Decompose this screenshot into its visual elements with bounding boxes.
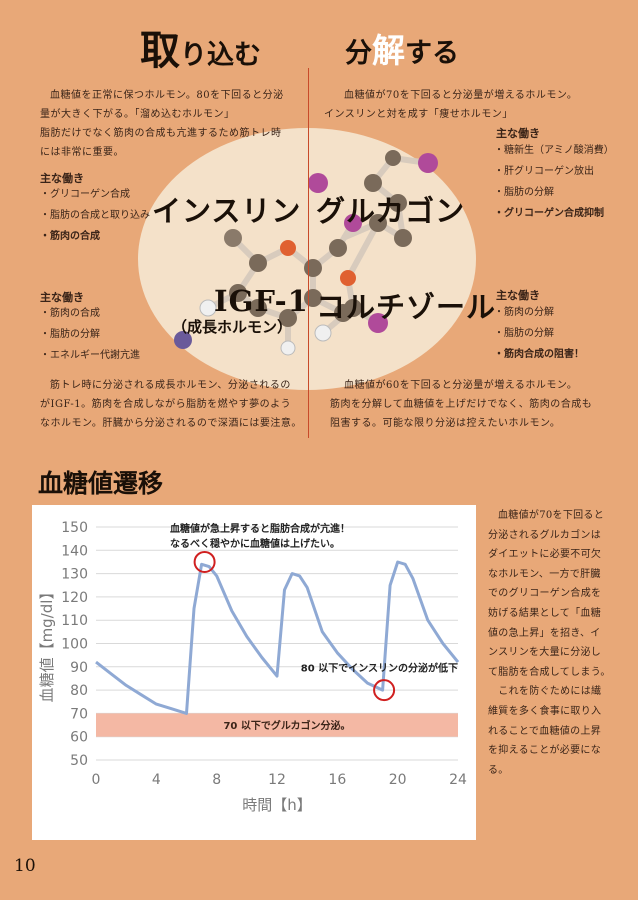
cortisol-functions-list: ・筋肉の分解 ・脂肪の分解 ・筋肉合成の阻害！ (494, 302, 584, 365)
x-tick-label: 0 (92, 772, 101, 788)
cortisol-desc-line: 血糖値が60を下回ると分泌量が増えるホルモン。 (344, 380, 578, 391)
annotation-spike-line2: なるべく穏やかに血糖値は上げたい。 (170, 537, 340, 550)
insulin-drop-highlight-circle (373, 679, 396, 702)
right-title: 分 解 する (345, 24, 459, 72)
side-line: 血糖値が70を下回ると (498, 510, 605, 521)
y-axis-label: 血糖値【mg/dl】 (38, 585, 56, 703)
y-tick-label: 60 (70, 730, 88, 746)
y-tick-label: 90 (70, 660, 88, 676)
right-desc-line: インスリンと対を成す「痩せホルモン」 (324, 109, 513, 120)
list-item: ・糖新生（アミノ酸消費） (494, 145, 614, 156)
glucose-chart: 50 60 70 80 90 100 110 120 130 140 150 0 4 8 12 16 20 24 7… (32, 505, 476, 840)
annotation-insulin-drop: 80 以下でインスリンの分泌が低下 (301, 661, 458, 674)
glucagon-threshold-band (96, 713, 458, 737)
y-tick-label: 150 (61, 520, 88, 536)
list-item: ・肝グリコーゲン放出 (494, 166, 594, 177)
side-line: を抑えることが必要にな (488, 745, 601, 757)
y-tick-label: 120 (61, 590, 88, 606)
band-label: 70 以下でグルカゴン分泌。 (223, 719, 350, 732)
x-tick-label: 24 (449, 772, 467, 788)
list-item: ・脂肪の分解 (494, 328, 554, 339)
right-desc-line: 血糖値が70を下回ると分泌量が増えるホルモン。 (344, 90, 578, 101)
spike-highlight-circle (193, 550, 216, 573)
left-desc-line: 量が大きく下がる。「溜め込むホルモン」 (40, 109, 235, 120)
cortisol-functions-heading: 主な働き (496, 289, 540, 302)
x-axis-label: 時間【h】 (242, 796, 312, 814)
insulin-functions-heading: 主な働き (40, 172, 84, 185)
igf-desc-line: なホルモン。肝臓から分泌されるので深酒には要注意。 (40, 418, 302, 429)
side-line: でのグリコーゲン合成を (488, 588, 602, 600)
insulin-label: インスリン (152, 194, 302, 228)
right-description: 血糖値が70を下回ると分泌量が増えるホルモン。 インスリンと対を成す「痩せホルモ… (324, 86, 624, 124)
list-item: ・筋肉の合成 (40, 308, 100, 319)
left-desc-line: には非常に重要。 (40, 147, 124, 158)
left-title-rest: り込む (180, 40, 261, 71)
list-item: ・グリコーゲン合成 (40, 189, 130, 200)
x-tick-label: 20 (389, 772, 407, 788)
side-line: ダイエットに必要不可欠 (488, 549, 602, 561)
side-line: 妨げる結果として「血糖 (488, 607, 601, 619)
side-line: 維質を多く食事に取り入 (488, 705, 602, 717)
igf-desc-line: 筋トレ時に分泌される成長ホルモン、分泌されるの (50, 380, 291, 391)
glucose-chart-svg: 50 60 70 80 90 100 110 120 130 140 150 0 4 8 12 16 20 24 7… (38, 520, 467, 814)
center-divider (308, 68, 309, 438)
left-description: 血糖値を正常に保つホルモン。80を下回ると分泌 量が大きく下がる。「溜め込むホル… (40, 86, 310, 162)
left-title-big: 取 (140, 28, 180, 74)
section-title: 血糖値遷移 (38, 469, 164, 498)
side-line: て脂肪を合成してしまう。 (488, 666, 611, 678)
y-tick-label: 70 (70, 706, 88, 722)
side-line: ンスリンを大量に分泌し (488, 647, 602, 659)
list-item: ・脂肪の合成と取り込み (40, 210, 150, 221)
igf-functions-heading: 主な働き (40, 291, 84, 304)
list-item: ・筋肉合成の阻害！ (494, 349, 584, 360)
list-item: ・筋肉の合成 (40, 231, 100, 242)
glucagon-functions-list: ・糖新生（アミノ酸消費） ・肝グリコーゲン放出 ・脂肪の分解 ・グリコーゲン合成… (494, 140, 614, 224)
igf-functions-list: ・筋肉の合成 ・脂肪の分解 ・エネルギー代謝亢進 (40, 303, 140, 366)
list-item: ・脂肪の分解 (494, 187, 554, 198)
glucagon-functions-heading: 主な働き (496, 127, 540, 140)
y-tick-label: 100 (61, 637, 88, 653)
side-line: 値の急上昇」を招き、イ (488, 627, 601, 639)
side-description: 血糖値が70を下回ると 分泌されるグルカゴンは ダイエットに必要不可欠 なホルモ… (488, 506, 626, 780)
igf-desc-line: がIGF-1。筋肉を合成しながら脂肪を燃やす夢のよう (40, 399, 292, 410)
page-number: 10 (14, 856, 36, 876)
left-title: 取 り込む (140, 18, 261, 76)
y-tick-label: 130 (61, 567, 88, 583)
x-tick-label: 4 (152, 772, 161, 788)
x-tick-label: 16 (328, 772, 346, 788)
molecule-circle (138, 128, 476, 390)
glucagon-label: グルカゴン (316, 194, 466, 228)
side-line: れることで血糖値の上昇 (488, 725, 601, 737)
list-item: ・脂肪の分解 (40, 329, 100, 340)
side-line: なホルモン、一方で肝臓 (488, 568, 601, 580)
annotation-spike-line1: 血糖値が急上昇すると脂肪合成が亢進！ (170, 522, 350, 535)
x-tick-label: 8 (212, 772, 221, 788)
igf-sublabel: （成長ホルモン） (172, 318, 293, 336)
insulin-functions-list: ・グリコーゲン合成 ・脂肪の合成と取り込み ・筋肉の合成 (40, 184, 150, 247)
y-tick-label: 50 (70, 753, 88, 769)
list-item: ・グリコーゲン合成抑制 (494, 208, 604, 219)
list-item: ・筋肉の分解 (494, 307, 554, 318)
igf-label: IGF-1 (214, 284, 309, 318)
y-tick-label: 140 (61, 543, 88, 559)
x-tick-label: 12 (268, 772, 286, 788)
y-tick-label: 110 (61, 613, 88, 629)
side-line: る。 (488, 764, 509, 776)
cortisol-desc-line: 筋肉を分解して血糖値を上げだけでなく、筋肉の合成も (330, 399, 593, 410)
side-line: 分泌されるグルカゴンは (488, 529, 601, 541)
igf-description: 筋トレ時に分泌される成長ホルモン、分泌されるの がIGF-1。筋肉を合成しながら… (40, 376, 310, 433)
molecule-illustration (174, 150, 438, 356)
right-title-rest: する (405, 38, 459, 69)
glucose-series-line (95, 560, 460, 715)
left-desc-line: 脂肪だけでなく筋肉の合成も亢進するため筋トレ時 (40, 128, 282, 139)
cortisol-description: 血糖値が60を下回ると分泌量が増えるホルモン。 筋肉を分解して血糖値を上げだけで… (330, 376, 630, 433)
cortisol-desc-line: 阻害する。可能な限り分泌は控えたいホルモン。 (330, 418, 561, 429)
y-tick-label: 80 (70, 683, 88, 699)
right-title-big: 分 (345, 38, 372, 69)
right-title-accent: 解 (372, 31, 405, 70)
list-item: ・エネルギー代謝亢進 (40, 350, 140, 361)
side-line: これを防ぐためには繊 (488, 686, 602, 698)
left-desc-line: 血糖値を正常に保つホルモン。80を下回ると分泌 (50, 90, 284, 101)
cortisol-label: コルチゾール (316, 290, 497, 324)
